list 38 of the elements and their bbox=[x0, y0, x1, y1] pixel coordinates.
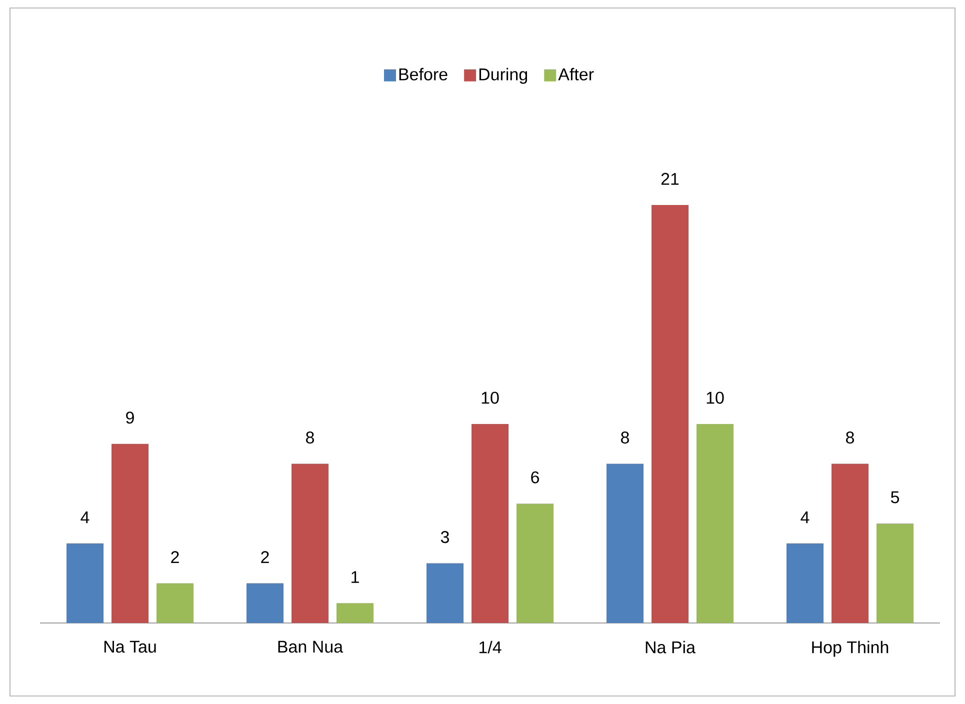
bar bbox=[66, 543, 104, 623]
bar bbox=[472, 424, 509, 623]
bar bbox=[832, 464, 869, 623]
bar bbox=[606, 464, 644, 623]
bar bbox=[292, 464, 329, 623]
bar bbox=[156, 583, 194, 623]
data-label: 10 bbox=[482, 392, 499, 404]
data-label: 9 bbox=[126, 412, 134, 424]
data-label: 4 bbox=[80, 511, 90, 524]
data-label: 8 bbox=[306, 432, 314, 444]
bar bbox=[786, 543, 824, 623]
legend-label: After bbox=[558, 68, 594, 80]
data-label: 6 bbox=[531, 471, 539, 484]
x-tick-label: Hop Thinh bbox=[812, 640, 888, 657]
bar bbox=[876, 523, 914, 623]
data-label: 10 bbox=[706, 392, 724, 404]
x-tick-label: Na Pia bbox=[646, 640, 696, 654]
bar bbox=[426, 563, 464, 623]
data-label: 8 bbox=[621, 432, 629, 444]
legend-label: Before bbox=[399, 68, 448, 80]
bar bbox=[652, 204, 689, 623]
x-tick-label: Na Tau bbox=[104, 640, 156, 653]
legend-label: During bbox=[479, 68, 528, 84]
x-tick-label: 1/4 bbox=[479, 640, 502, 654]
data-label: 1 bbox=[352, 571, 359, 583]
data-label: 5 bbox=[890, 491, 900, 504]
data-label: 3 bbox=[440, 531, 449, 544]
bar bbox=[112, 444, 149, 623]
bar bbox=[246, 583, 284, 623]
data-label: 2 bbox=[171, 551, 179, 563]
data-label: 8 bbox=[846, 432, 854, 444]
data-label: 21 bbox=[661, 172, 679, 185]
bar bbox=[336, 603, 374, 623]
bar bbox=[696, 424, 734, 623]
x-tick-label: Ban Nua bbox=[278, 640, 344, 653]
bar bbox=[516, 504, 554, 623]
data-label: 4 bbox=[800, 511, 810, 524]
data-label: 2 bbox=[261, 551, 269, 563]
